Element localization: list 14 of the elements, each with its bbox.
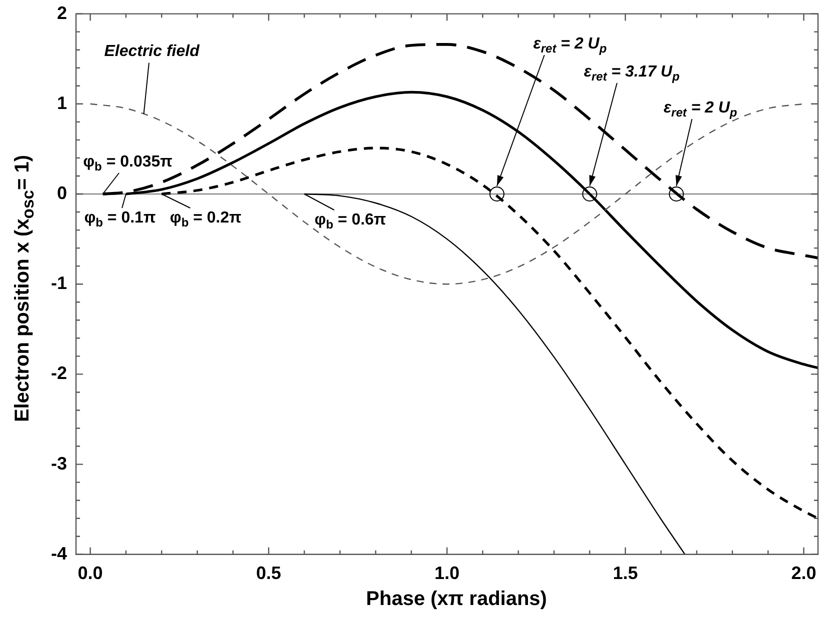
y-tick-label: -1: [50, 273, 68, 294]
x-tick-label: 1.5: [612, 563, 638, 584]
y-tick-label: -2: [50, 363, 68, 384]
y-tick-label: 1: [56, 92, 68, 113]
x-tick-label: 0.5: [256, 563, 282, 584]
y-tick-label: -3: [50, 453, 68, 474]
y-tick-label: 0: [56, 182, 68, 203]
x-tick-label: 1.0: [434, 563, 460, 584]
y-tick-label: -4: [50, 543, 68, 564]
x-tick-label: 2.0: [791, 563, 816, 584]
annotation: Electric field: [104, 43, 201, 60]
x-axis-title: Phase (xπ radians): [365, 588, 548, 611]
y-tick-label: 2: [56, 2, 68, 23]
x-tick-label: 0.0: [78, 563, 103, 584]
